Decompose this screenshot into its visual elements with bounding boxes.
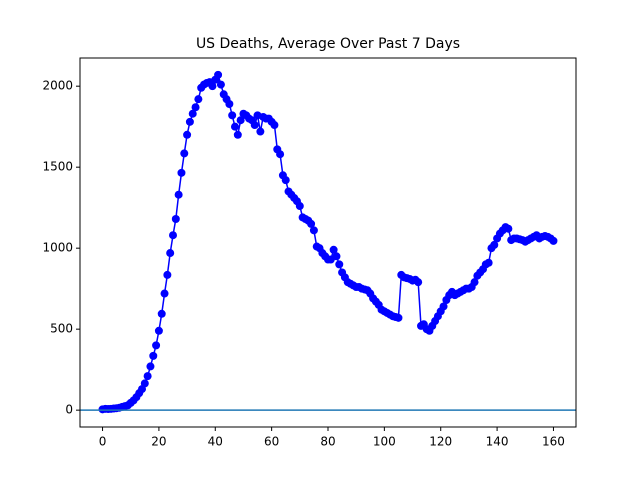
marker xyxy=(281,176,290,185)
marker xyxy=(174,190,183,199)
marker xyxy=(177,168,186,177)
plot-area xyxy=(80,58,576,427)
marker xyxy=(439,302,448,311)
marker xyxy=(484,258,493,267)
marker xyxy=(549,236,558,245)
marker xyxy=(256,127,265,136)
marker xyxy=(157,309,166,318)
marker xyxy=(329,245,338,254)
x-tick-label: 0 xyxy=(99,435,107,449)
marker xyxy=(143,372,152,381)
marker xyxy=(332,252,341,261)
x-tick-label: 20 xyxy=(151,435,166,449)
marker xyxy=(231,122,239,131)
y-tick-label: 500 xyxy=(50,322,73,336)
marker xyxy=(307,219,316,228)
marker xyxy=(216,80,225,89)
marker xyxy=(270,121,279,130)
marker xyxy=(233,130,242,139)
marker xyxy=(183,130,192,139)
marker xyxy=(180,149,189,158)
x-tick-label: 40 xyxy=(208,435,223,449)
marker xyxy=(504,224,513,233)
marker xyxy=(250,121,259,130)
x-tick-label: 120 xyxy=(429,435,452,449)
marker xyxy=(140,379,149,388)
marker xyxy=(225,100,234,109)
x-tick-label: 60 xyxy=(264,435,279,449)
marker xyxy=(394,313,403,322)
y-tick-label: 0 xyxy=(65,403,73,417)
marker xyxy=(166,249,175,258)
marker xyxy=(185,117,194,126)
x-tick-label: 100 xyxy=(373,435,396,449)
marker xyxy=(194,95,203,104)
marker xyxy=(228,111,237,120)
x-tick-label: 140 xyxy=(486,435,509,449)
marker xyxy=(470,278,479,287)
marker xyxy=(169,231,177,240)
marker xyxy=(309,226,318,235)
marker xyxy=(171,215,180,224)
marker xyxy=(146,362,155,371)
x-tick-label: 80 xyxy=(320,435,335,449)
marker xyxy=(236,116,245,125)
y-tick-label: 1000 xyxy=(42,241,73,255)
marker xyxy=(160,289,169,298)
plot-frame xyxy=(79,57,577,428)
marker xyxy=(335,260,344,269)
marker xyxy=(214,70,223,79)
marker xyxy=(191,103,200,112)
marker xyxy=(149,351,158,360)
y-tick-label: 2000 xyxy=(42,79,73,93)
marker xyxy=(188,109,197,118)
marker xyxy=(152,341,161,350)
y-tick-label: 1500 xyxy=(42,160,73,174)
marker xyxy=(490,240,499,249)
marker xyxy=(208,82,217,91)
marker xyxy=(276,150,285,159)
marker xyxy=(414,278,423,287)
marker xyxy=(295,202,304,211)
marker xyxy=(163,270,172,279)
x-tick-label: 160 xyxy=(542,435,565,449)
chart-title: US Deaths, Average Over Past 7 Days xyxy=(196,36,460,52)
marker xyxy=(154,326,163,335)
